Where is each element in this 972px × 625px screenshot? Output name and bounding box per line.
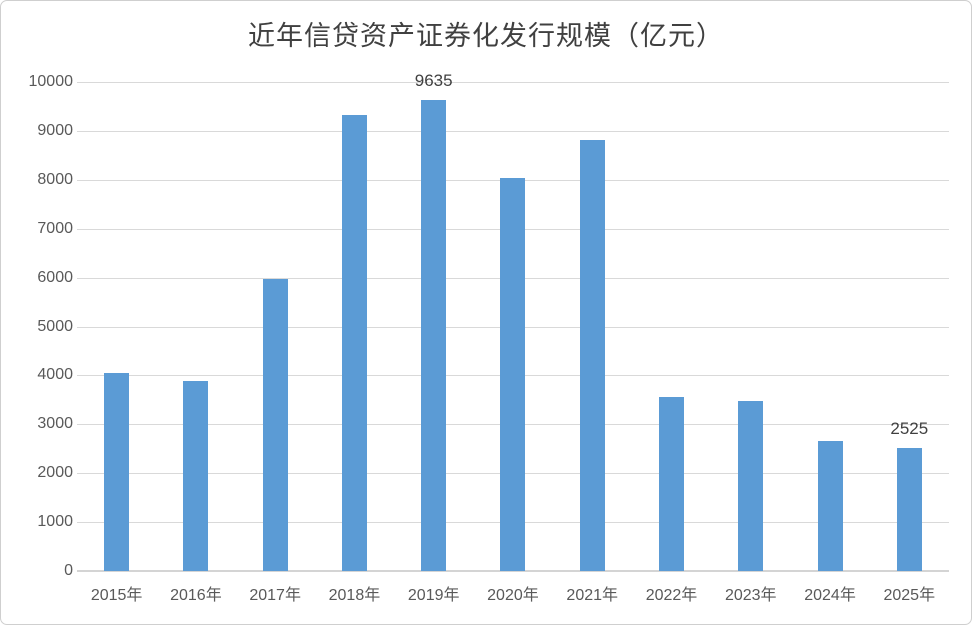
bar-2019年: 9635 xyxy=(415,72,453,571)
y-tick-label: 3000 xyxy=(37,415,73,433)
x-tick-label: 2016年 xyxy=(170,587,222,604)
x-tick-label: 2015年 xyxy=(90,587,143,604)
y-tick-label: 5000 xyxy=(37,317,73,335)
chart-title: 近年信贷资产证券化发行规模（亿元） xyxy=(248,21,724,52)
y-tick-label: 8000 xyxy=(37,170,73,188)
bar-2020年 xyxy=(500,177,526,571)
bar-2017年 xyxy=(262,279,288,571)
x-axis-line xyxy=(77,570,949,572)
bar-slot xyxy=(77,82,156,571)
x-tick-label: 2019年 xyxy=(407,587,460,604)
y-axis-labels: 0 1000 2000 3000 4000 5000 6000 7000 8000 9000 100… xyxy=(1,74,74,579)
gridline xyxy=(77,82,949,83)
bar-slot: 9635 xyxy=(394,72,473,571)
gridline xyxy=(77,130,949,132)
bar-slot xyxy=(553,82,632,571)
x-tick-label: 2025年 xyxy=(883,587,936,604)
bar-2015年 xyxy=(104,373,130,571)
bar-slot xyxy=(711,82,790,571)
bar-2021年 xyxy=(579,140,605,571)
y-tick-label: 0 xyxy=(64,562,73,579)
y-tick-label: 10000 xyxy=(28,73,74,90)
bar-2022年 xyxy=(658,396,684,571)
bar-2023年 xyxy=(738,400,764,571)
bar-2016年 xyxy=(183,381,209,571)
x-tick-label: 2022年 xyxy=(645,587,698,604)
x-tick-label: 2020年 xyxy=(487,587,539,604)
y-tick-label: 2000 xyxy=(37,464,73,482)
bar-data-label: 9635 xyxy=(414,70,453,90)
x-tick-label: 2017年 xyxy=(249,587,301,604)
bar-slot xyxy=(156,82,235,571)
y-tick-label: 7000 xyxy=(37,219,73,237)
x-axis-labels: 2015年 2016年 2017年 2018年 2019年 2020年 2021年 2022年… xyxy=(77,581,949,605)
bar-2018年 xyxy=(341,115,367,571)
bar-2024年 xyxy=(817,441,843,571)
bar-slot xyxy=(790,82,869,571)
y-tick-label: 4000 xyxy=(37,366,73,384)
bars-row: 9635 2525 xyxy=(77,72,949,571)
bar-slot xyxy=(236,82,315,571)
x-tick-label: 2024年 xyxy=(804,587,856,604)
y-tick-label: 9000 xyxy=(37,121,73,139)
bar-slot xyxy=(632,82,711,571)
bar-slot: 2525 xyxy=(870,82,949,571)
x-tick-label: 2023年 xyxy=(724,587,777,604)
x-tick-label: 2018年 xyxy=(328,587,381,604)
bar-data-label: 2525 xyxy=(890,418,929,438)
bar-slot xyxy=(315,82,394,571)
y-tick-label: 6000 xyxy=(37,268,73,286)
plot-area: 9635 2525 xyxy=(77,72,949,572)
bar-slot xyxy=(473,82,552,571)
x-tick-label: 2021年 xyxy=(566,587,619,604)
bar-2025年: 2525 xyxy=(890,420,928,571)
y-tick-label: 1000 xyxy=(37,513,73,531)
